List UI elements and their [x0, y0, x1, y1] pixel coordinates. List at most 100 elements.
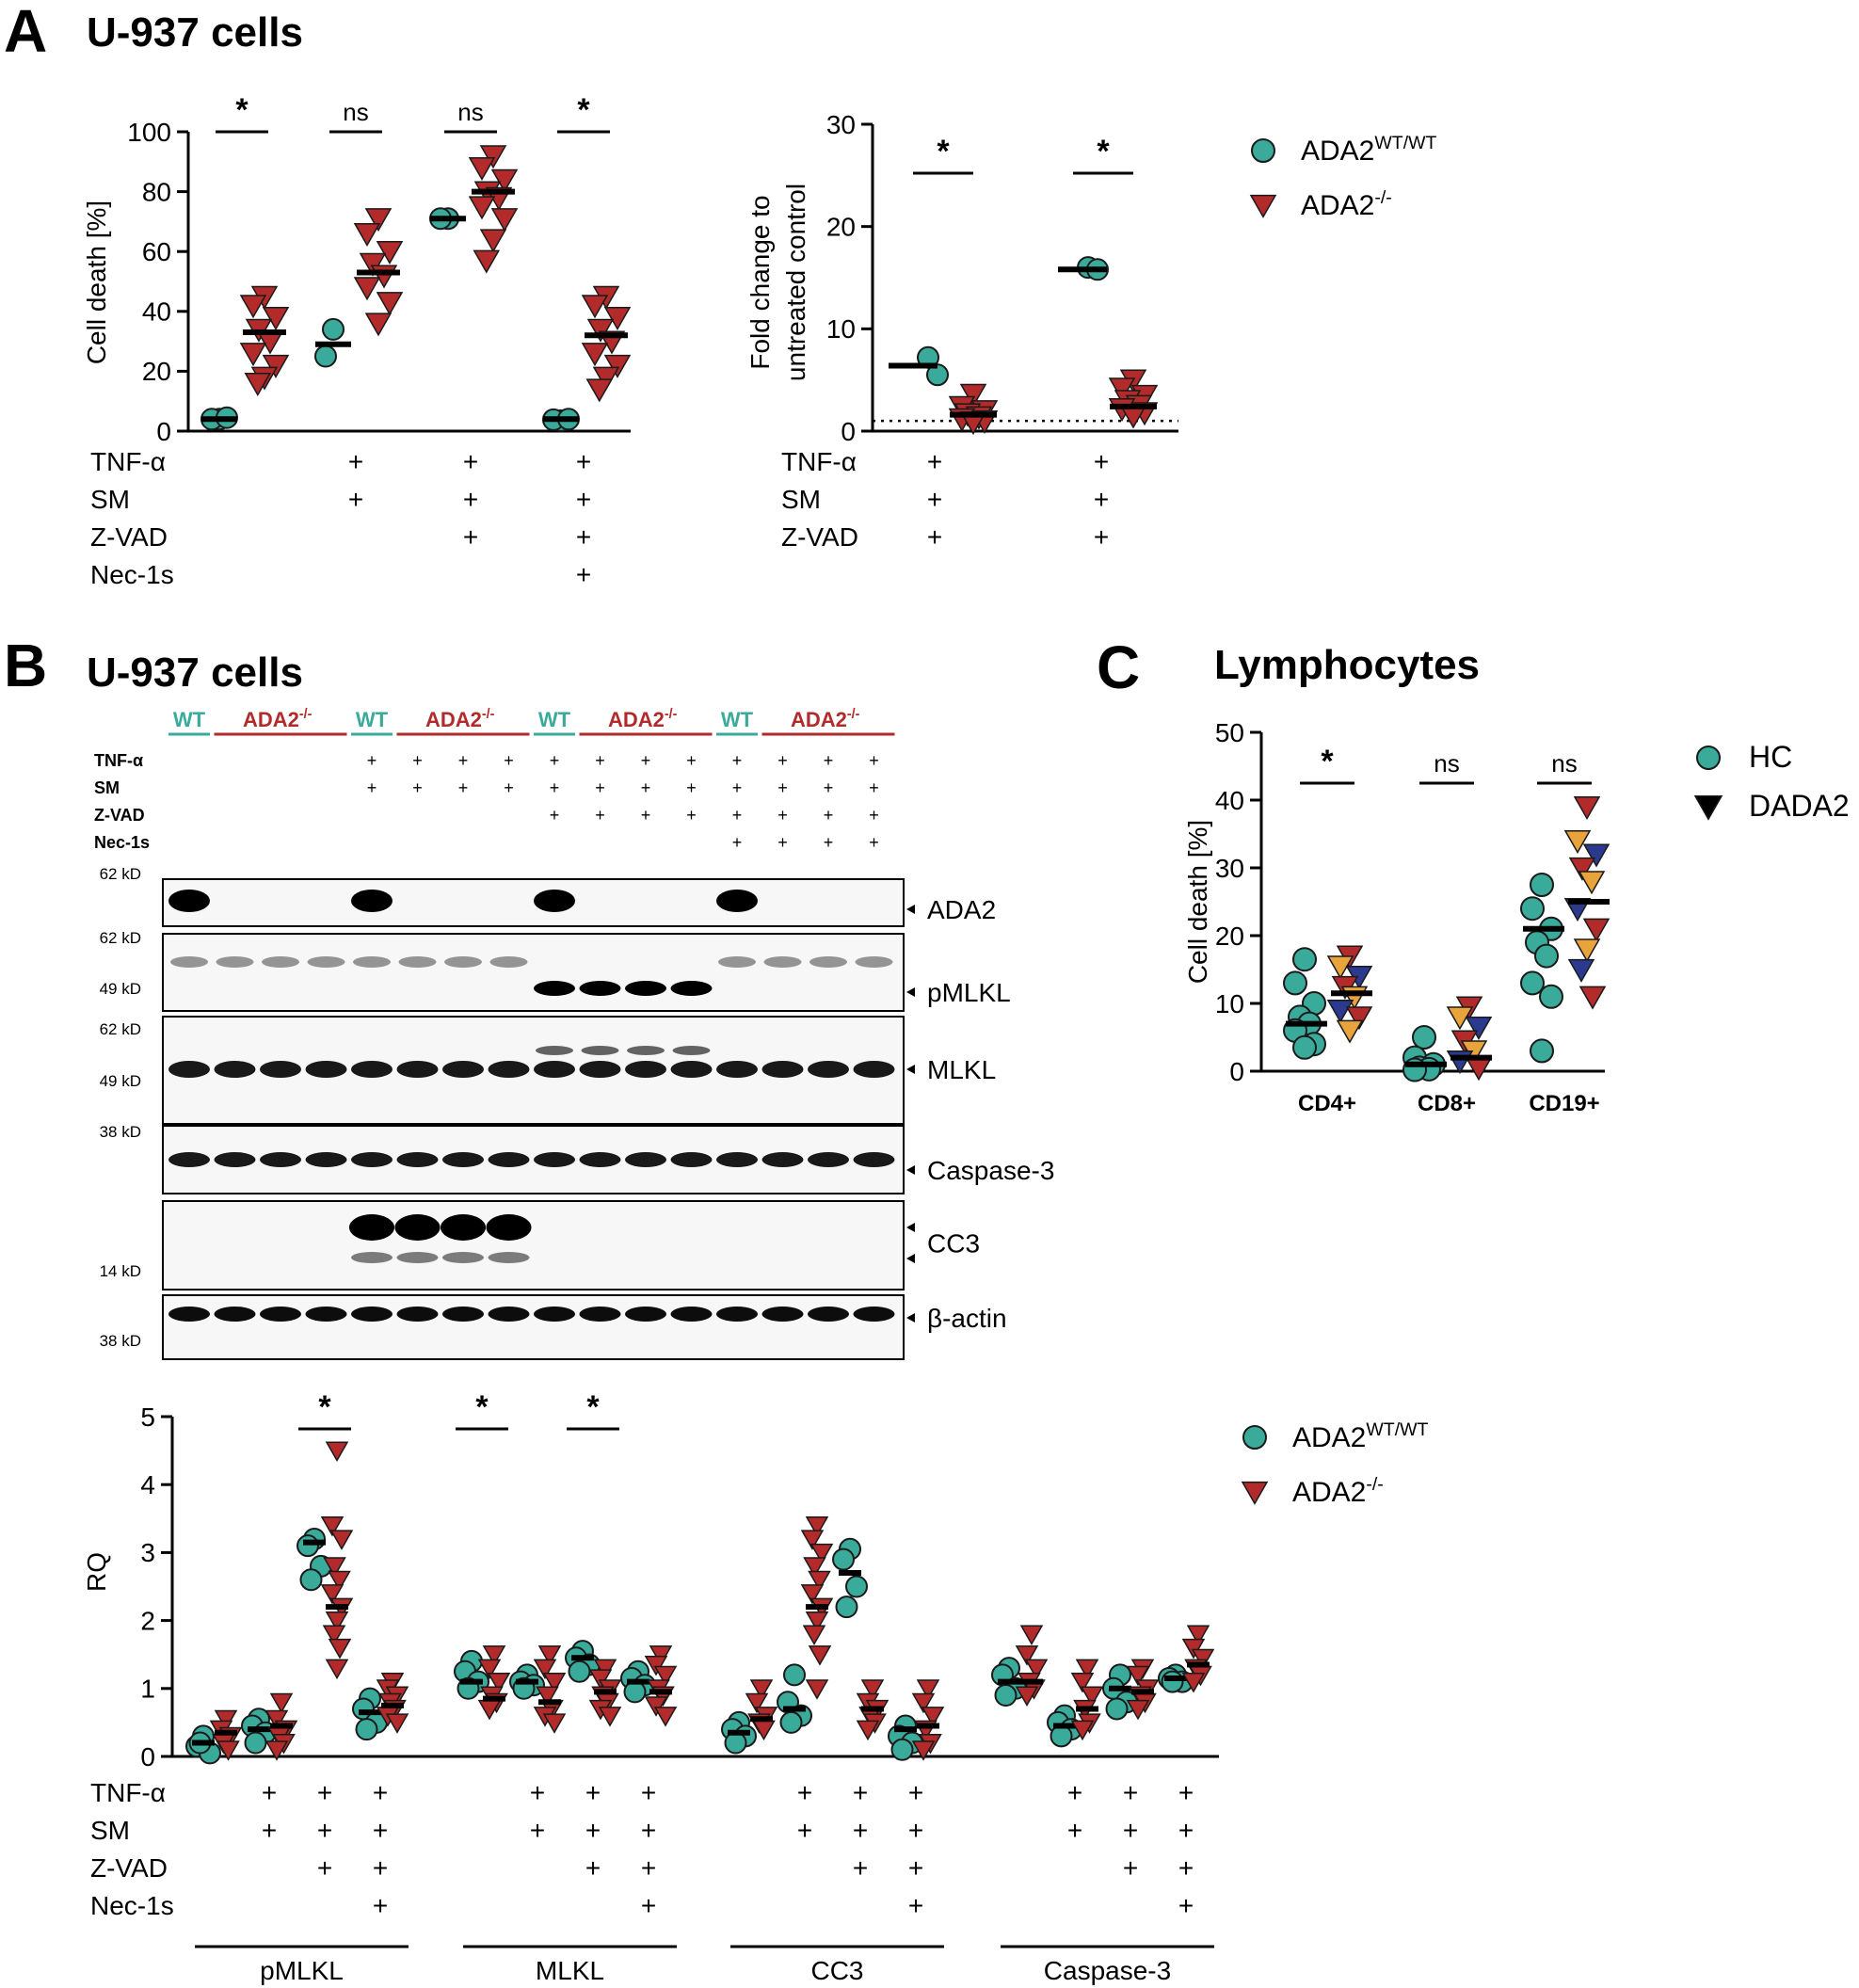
- a-right-sig-label: *: [1097, 134, 1110, 169]
- blot-band: [625, 1152, 666, 1167]
- b-quant-wt-point: [355, 1718, 378, 1741]
- c-dada2-point: [1465, 1017, 1493, 1041]
- c-dada2-point: [1573, 938, 1601, 963]
- blot-plus: +: [367, 751, 377, 770]
- blot-plus: +: [824, 778, 834, 797]
- b-quant-plus: +: [1178, 1853, 1194, 1883]
- blot-band: [305, 1061, 347, 1078]
- b-quant-plus: +: [1178, 1816, 1194, 1845]
- blot-group-label: WT: [173, 708, 206, 731]
- c-dada2-point: [1563, 830, 1592, 855]
- c-y-tick-label: 20: [1215, 922, 1244, 951]
- a-left-plus: +: [576, 485, 591, 514]
- b-quant-plus: +: [262, 1778, 277, 1807]
- b-quant-ko-point: [653, 1665, 678, 1687]
- b-quant-plus: +: [317, 1816, 332, 1845]
- blot-group-label: ADA2-/-: [425, 707, 495, 731]
- c-dada2-point: [1578, 871, 1606, 895]
- blot-plus: +: [869, 833, 879, 852]
- c-hc-point: [1534, 943, 1559, 969]
- blot-plus: +: [686, 751, 697, 770]
- blot-band: [351, 1152, 393, 1167]
- a-right-plus: +: [927, 485, 942, 514]
- b-quant-ko-point: [803, 1557, 826, 1578]
- b-quant-wt-point: [623, 1680, 647, 1704]
- blot-mw-marker: 62 kD: [100, 865, 141, 883]
- a-left-ko-point: [244, 372, 272, 396]
- b-quant-ko-point: [598, 1707, 622, 1727]
- blot-plus: +: [412, 778, 423, 797]
- c-dada2-point: [1465, 1057, 1493, 1082]
- blot-band: [534, 890, 575, 912]
- blot-band: [394, 1214, 441, 1241]
- blot-group-label: WT: [356, 708, 389, 731]
- b-quant-plus: +: [1123, 1816, 1138, 1845]
- b-quant-ko-point: [649, 1645, 673, 1666]
- c-dada2-point: [1573, 796, 1601, 821]
- b-quant-treatment-label: Z-VAD: [90, 1853, 168, 1883]
- a-left-ko-point: [479, 229, 507, 253]
- c-dada2-point: [1579, 986, 1607, 1010]
- blot-band: [625, 1061, 666, 1078]
- a-left-ko-point: [359, 252, 387, 277]
- b-quant-ko-point: [588, 1669, 613, 1690]
- a-right-plus: +: [927, 447, 942, 476]
- blot-band: [442, 1152, 484, 1167]
- blot-band: [488, 1152, 530, 1167]
- a-left-y-tick-label: 40: [142, 297, 171, 327]
- b-quant-wt-point: [783, 1663, 806, 1687]
- b-quant-plus: +: [1067, 1816, 1082, 1845]
- blot-band: [442, 1307, 484, 1322]
- blot-band: [351, 1307, 393, 1322]
- blot-arrow: [906, 1165, 915, 1175]
- a-left-y-label: Cell death [%]: [82, 200, 111, 364]
- blot-band: [214, 1152, 256, 1167]
- b-quant-ko-point: [644, 1655, 668, 1676]
- blot-band: [168, 1307, 210, 1322]
- a-left-y-tick-label: 20: [142, 357, 171, 386]
- a-right-sig-label: *: [937, 134, 950, 169]
- blot-band: [442, 1252, 484, 1263]
- b-quant-plus: +: [1123, 1778, 1138, 1807]
- blot-band: [718, 956, 756, 968]
- blot-band: [305, 1307, 347, 1322]
- a-right-treatment-label: SM: [781, 485, 821, 514]
- c-dada2-point: [1326, 1000, 1354, 1024]
- a-left-plus: +: [463, 485, 478, 514]
- blot-group-label: ADA2-/-: [608, 707, 678, 731]
- b-quant-protein-label: CC3: [810, 1956, 863, 1985]
- c-dada2-point: [1582, 843, 1611, 868]
- a-right-y-label: Fold change to: [745, 195, 775, 369]
- blot-arrow: [906, 987, 915, 997]
- blot-arrow: [906, 1223, 915, 1232]
- legend-c-marker: [1696, 746, 1721, 770]
- blot-group-label: ADA2-/-: [791, 707, 860, 731]
- c-dada2-point: [1336, 1019, 1364, 1044]
- blot-arrow: [906, 1065, 915, 1074]
- b-quant-plus: +: [908, 1853, 923, 1883]
- blot-plus: +: [824, 751, 834, 770]
- c-y-label: Cell death [%]: [1183, 820, 1212, 984]
- a-left-ko-point: [376, 292, 404, 316]
- a-left-ko-point: [490, 168, 519, 193]
- b-quant-plus: +: [585, 1853, 601, 1883]
- blot-band: [579, 1152, 621, 1167]
- legend-c-label: DADA2: [1749, 789, 1850, 823]
- a-left-sig-label: *: [577, 92, 590, 128]
- c-y-tick-label: 0: [1229, 1057, 1244, 1086]
- blot-plus: +: [458, 751, 469, 770]
- a-left-treatment-label: TNF-α: [90, 447, 166, 476]
- a-right-ko-point: [1108, 377, 1136, 402]
- legend-a-marker: [1249, 194, 1277, 218]
- blot-band: [579, 1307, 621, 1322]
- blot-band: [351, 1252, 393, 1263]
- blot-band: [670, 1152, 713, 1167]
- b-quant-plus: +: [908, 1891, 923, 1920]
- b-quant-plus: +: [1178, 1891, 1194, 1920]
- blot-band: [716, 1061, 758, 1078]
- b-quant-protein-label: MLKL: [536, 1956, 604, 1985]
- blot-band: [670, 1307, 713, 1322]
- blot-plus: +: [732, 833, 743, 852]
- blot-mw-marker: 62 kD: [100, 929, 141, 947]
- b-quant-plus: +: [1067, 1778, 1082, 1807]
